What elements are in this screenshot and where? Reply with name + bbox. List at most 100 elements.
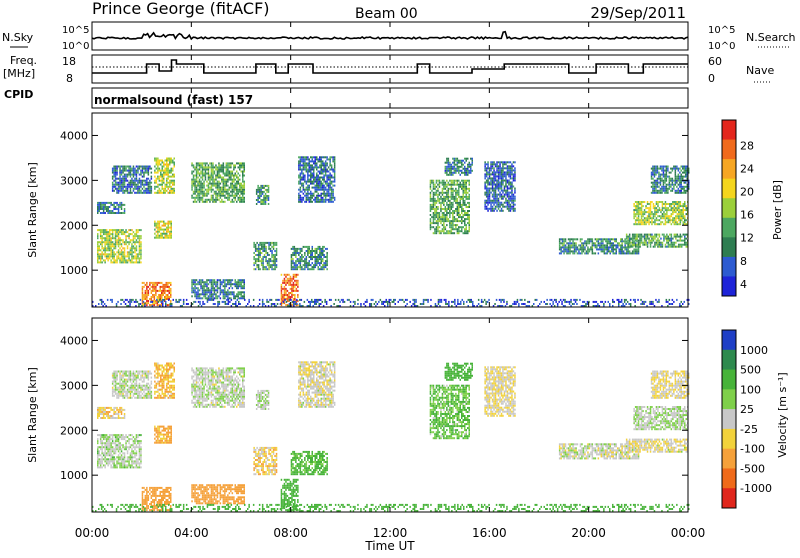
echo-cell — [174, 164, 176, 166]
echo-cell — [665, 238, 667, 240]
echo-cell — [151, 298, 153, 300]
echo-cell — [501, 169, 503, 171]
echo-cell — [632, 238, 634, 240]
echo-cell — [220, 169, 222, 171]
echo-cell — [238, 283, 240, 285]
echo-cell — [139, 243, 141, 245]
echo-cell — [671, 246, 673, 248]
echo-cell — [321, 197, 323, 199]
echo-cell — [660, 182, 662, 184]
echo-cell — [145, 182, 147, 184]
echo-cell — [107, 235, 109, 237]
echo-cell — [106, 208, 108, 210]
echo-cell — [217, 187, 219, 189]
echo-cell — [164, 296, 166, 298]
echo-cell — [325, 260, 327, 262]
echo-cell — [206, 283, 208, 285]
echo-cell — [658, 190, 660, 192]
echo-cell — [627, 244, 629, 246]
echo-cell — [610, 244, 612, 246]
echo-cell — [200, 187, 202, 189]
echo-cell — [97, 245, 99, 247]
echo-cell — [309, 248, 311, 250]
echo-cell — [660, 217, 662, 219]
echo-cell — [312, 250, 314, 252]
echo-cell — [211, 185, 213, 187]
echo-cell — [285, 294, 287, 296]
echo-cell — [584, 240, 586, 242]
echo-cell — [611, 250, 613, 252]
echo-cell — [514, 192, 516, 194]
echo-cell — [513, 202, 515, 204]
echo-cell — [326, 177, 328, 179]
echo-cell — [449, 208, 451, 210]
echo-cell — [315, 258, 317, 260]
echo-cell — [303, 179, 305, 181]
echo-cell — [436, 220, 438, 222]
echo-cell — [106, 206, 108, 208]
echo-cell — [301, 183, 303, 185]
echo-cell — [313, 268, 315, 270]
echo-cell — [110, 247, 112, 249]
echo-cell — [125, 241, 127, 243]
echo-cell — [155, 302, 157, 304]
echo-cell — [451, 224, 453, 226]
echo-cell — [331, 191, 333, 193]
echo-cell — [131, 186, 133, 188]
echo-cell — [654, 166, 656, 168]
echo-cell — [672, 238, 674, 240]
echo-cell — [197, 295, 199, 297]
echo-cell — [496, 180, 498, 182]
echo-cell — [242, 201, 244, 203]
echo-cell — [118, 182, 120, 184]
echo-cell — [242, 166, 244, 168]
echo-cell — [191, 281, 193, 283]
echo-cell — [224, 287, 226, 289]
echo-cell — [616, 244, 618, 246]
echo-cell — [504, 194, 506, 196]
echo-cell — [284, 290, 286, 292]
echo-cell — [645, 238, 647, 240]
echo-cell — [466, 204, 468, 206]
echo-cell — [486, 180, 488, 182]
echo-cell — [146, 180, 148, 182]
echo-cell — [224, 166, 226, 168]
echo-cell — [285, 284, 287, 286]
echo-cell — [304, 260, 306, 262]
echo-cell — [443, 214, 445, 216]
echo-cell — [321, 254, 323, 256]
echo-cell — [668, 207, 670, 209]
echo-cell — [112, 231, 114, 233]
echo-cell — [452, 182, 454, 184]
echo-cell — [274, 250, 276, 252]
echo-cell — [268, 268, 270, 270]
echo-cell — [136, 261, 138, 263]
echo-cell — [145, 170, 147, 172]
echo-cell — [443, 204, 445, 206]
echo-cell — [274, 258, 276, 260]
echo-cell — [452, 214, 454, 216]
echo-cell — [158, 294, 160, 296]
echo-cell — [495, 206, 497, 208]
echo-cell — [134, 172, 136, 174]
echo-cell — [433, 180, 435, 182]
echo-cell — [440, 208, 442, 210]
echo-cell — [493, 190, 495, 192]
echo-cell — [298, 164, 300, 166]
echo-cell — [309, 262, 311, 264]
echo-cell — [256, 264, 258, 266]
echo-cell — [229, 166, 231, 168]
echo-cell — [239, 201, 241, 203]
echo-cell — [654, 170, 656, 172]
echo-cell — [589, 248, 591, 250]
echo-cell — [156, 227, 158, 229]
echo-cell — [636, 240, 638, 242]
echo-cell — [636, 219, 638, 221]
echo-cell — [607, 246, 609, 248]
echo-cell — [623, 250, 625, 252]
echo-cell — [501, 190, 503, 192]
echo-cell — [577, 246, 579, 248]
echo-cell — [127, 166, 129, 168]
echo-cell — [97, 210, 99, 212]
echo-cell — [467, 172, 469, 174]
